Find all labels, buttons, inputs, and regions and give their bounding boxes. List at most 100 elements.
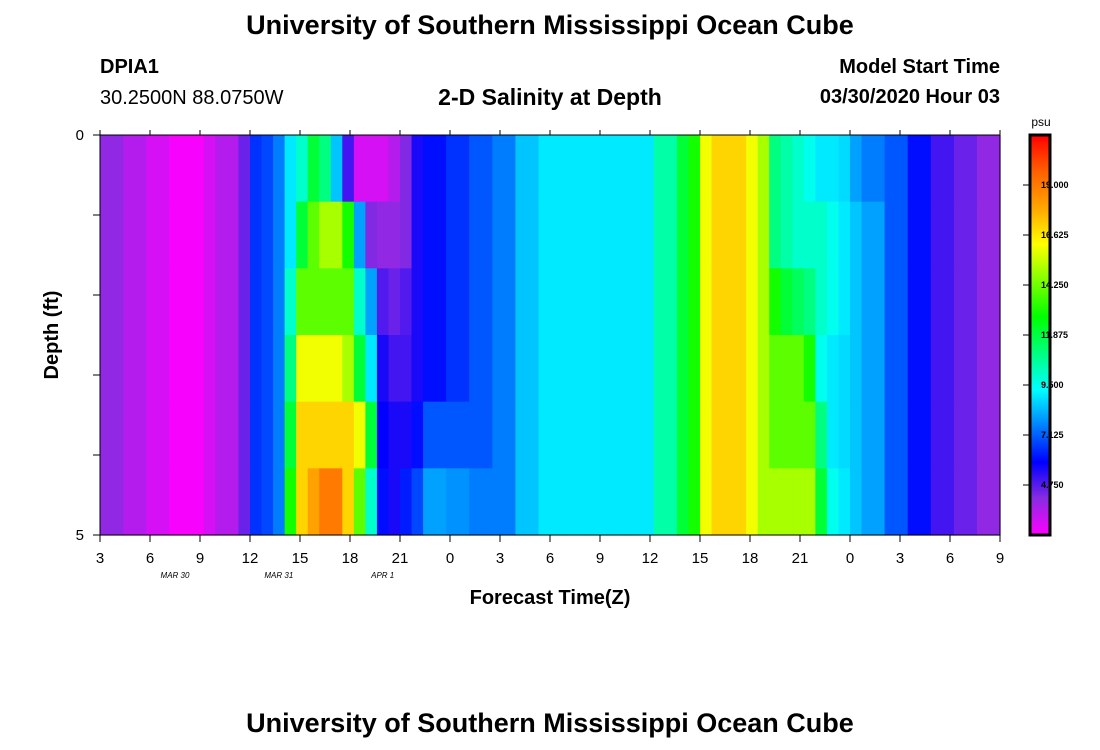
heatmap-cell	[780, 468, 793, 536]
heatmap-cell	[365, 268, 378, 336]
heatmap-cell	[203, 335, 216, 403]
heatmap-cell	[307, 468, 320, 536]
heatmap-cell	[411, 268, 424, 336]
heatmap-cell	[653, 335, 678, 403]
heatmap-cell	[561, 468, 586, 536]
heatmap-cell	[700, 201, 713, 269]
heatmap-cell	[584, 401, 609, 469]
heatmap-cell	[676, 335, 690, 403]
heatmap-cell	[273, 401, 286, 469]
heatmap-cell	[723, 335, 736, 403]
footer-title: University of Southern Mississippi Ocean…	[246, 708, 854, 738]
x-tick-label: 21	[792, 550, 809, 567]
heatmap-cell	[607, 268, 632, 336]
heatmap-cell	[319, 201, 332, 269]
heatmap-cell	[861, 135, 886, 203]
heatmap-cell	[803, 201, 816, 269]
heatmap-cell	[319, 135, 332, 203]
heatmap-cell	[607, 401, 632, 469]
heatmap-cell	[434, 135, 447, 203]
heatmap-cell	[400, 468, 413, 536]
heatmap-cell	[330, 401, 343, 469]
heatmap-cell	[423, 335, 436, 403]
heatmap-cell	[123, 401, 147, 469]
heatmap-cell	[746, 468, 759, 536]
heatmap-cell	[757, 201, 770, 269]
model-start-value: 03/30/2020 Hour 03	[819, 86, 1000, 108]
heatmap-cell	[838, 468, 851, 536]
x-tick-label: 12	[242, 550, 259, 567]
heatmap-cell	[469, 468, 493, 536]
heatmap-cell	[930, 468, 955, 536]
x-tick-label: 6	[946, 550, 954, 567]
heatmap-cell	[653, 201, 678, 269]
heatmap-cell	[146, 335, 170, 403]
heatmap-cell	[203, 468, 216, 536]
date-label: APR 1	[370, 571, 394, 580]
heatmap-cell	[711, 401, 724, 469]
heatmap-cell	[307, 335, 320, 403]
heatmap-cell	[561, 335, 586, 403]
heatmap-cell	[630, 401, 655, 469]
heatmap-cell	[584, 201, 609, 269]
heatmap-cell	[907, 468, 932, 536]
heatmap-cell	[769, 268, 782, 336]
colorbar-tick-label: 11.875	[1041, 330, 1068, 340]
heatmap-cell	[400, 201, 413, 269]
heatmap-cell	[561, 135, 586, 203]
heatmap-cell	[423, 468, 436, 536]
heatmap-cell	[826, 468, 840, 536]
heatmap-cell	[792, 268, 805, 336]
heatmap-cell	[146, 468, 170, 536]
heatmap-cell	[746, 335, 759, 403]
colorbar-tick-label: 9.500	[1041, 380, 1064, 390]
heatmap-cell	[423, 401, 436, 469]
heatmap-cell	[884, 201, 909, 269]
x-tick-label: 15	[292, 550, 309, 567]
heatmap-cell	[434, 468, 447, 536]
heatmap-cell	[515, 335, 540, 403]
station-coords: 30.2500N 88.0750W	[100, 87, 284, 109]
heatmap-cell	[653, 135, 678, 203]
heatmap-cell	[446, 401, 470, 469]
heatmap-cell	[838, 401, 851, 469]
heatmap-cell	[100, 335, 124, 403]
heatmap-cell	[238, 401, 251, 469]
heatmap-cell	[434, 268, 447, 336]
heatmap-cell	[434, 401, 447, 469]
heatmap-cell	[169, 401, 193, 469]
heatmap-cell	[815, 201, 828, 269]
heatmap-cell	[850, 468, 863, 536]
heatmap-cell	[365, 201, 378, 269]
heatmap-cell	[688, 401, 701, 469]
heatmap-cell	[757, 268, 770, 336]
heatmap-cell	[353, 335, 366, 403]
heatmap-cell	[584, 335, 609, 403]
heatmap-cell	[446, 135, 470, 203]
colorbar-tick-label: 4.750	[1041, 480, 1064, 490]
heatmap-cell	[238, 201, 251, 269]
x-tick-label: 6	[546, 550, 554, 567]
heatmap-cell	[711, 135, 724, 203]
heatmap-cell	[250, 135, 263, 203]
heatmap-cell	[676, 468, 690, 536]
heatmap-cell	[192, 201, 205, 269]
heatmap-cell	[238, 135, 251, 203]
page-title: University of Southern Mississippi Ocean…	[246, 10, 854, 40]
model-start-label: Model Start Time	[839, 56, 1000, 78]
heatmap-cell	[780, 201, 793, 269]
heatmap-cell	[284, 401, 297, 469]
heatmap-cell	[976, 335, 1001, 403]
heatmap-cell	[434, 201, 447, 269]
heatmap-cell	[734, 135, 747, 203]
heatmap-cell	[423, 268, 436, 336]
heatmap-cell	[238, 335, 251, 403]
heatmap-cell	[792, 468, 805, 536]
heatmap-cell	[492, 335, 516, 403]
heatmap-cell	[365, 468, 378, 536]
heatmap-cell	[169, 335, 193, 403]
heatmap-cell	[492, 401, 516, 469]
heatmap-cell	[388, 268, 401, 336]
x-tick-label: 9	[996, 550, 1004, 567]
heatmap-cell	[711, 201, 724, 269]
